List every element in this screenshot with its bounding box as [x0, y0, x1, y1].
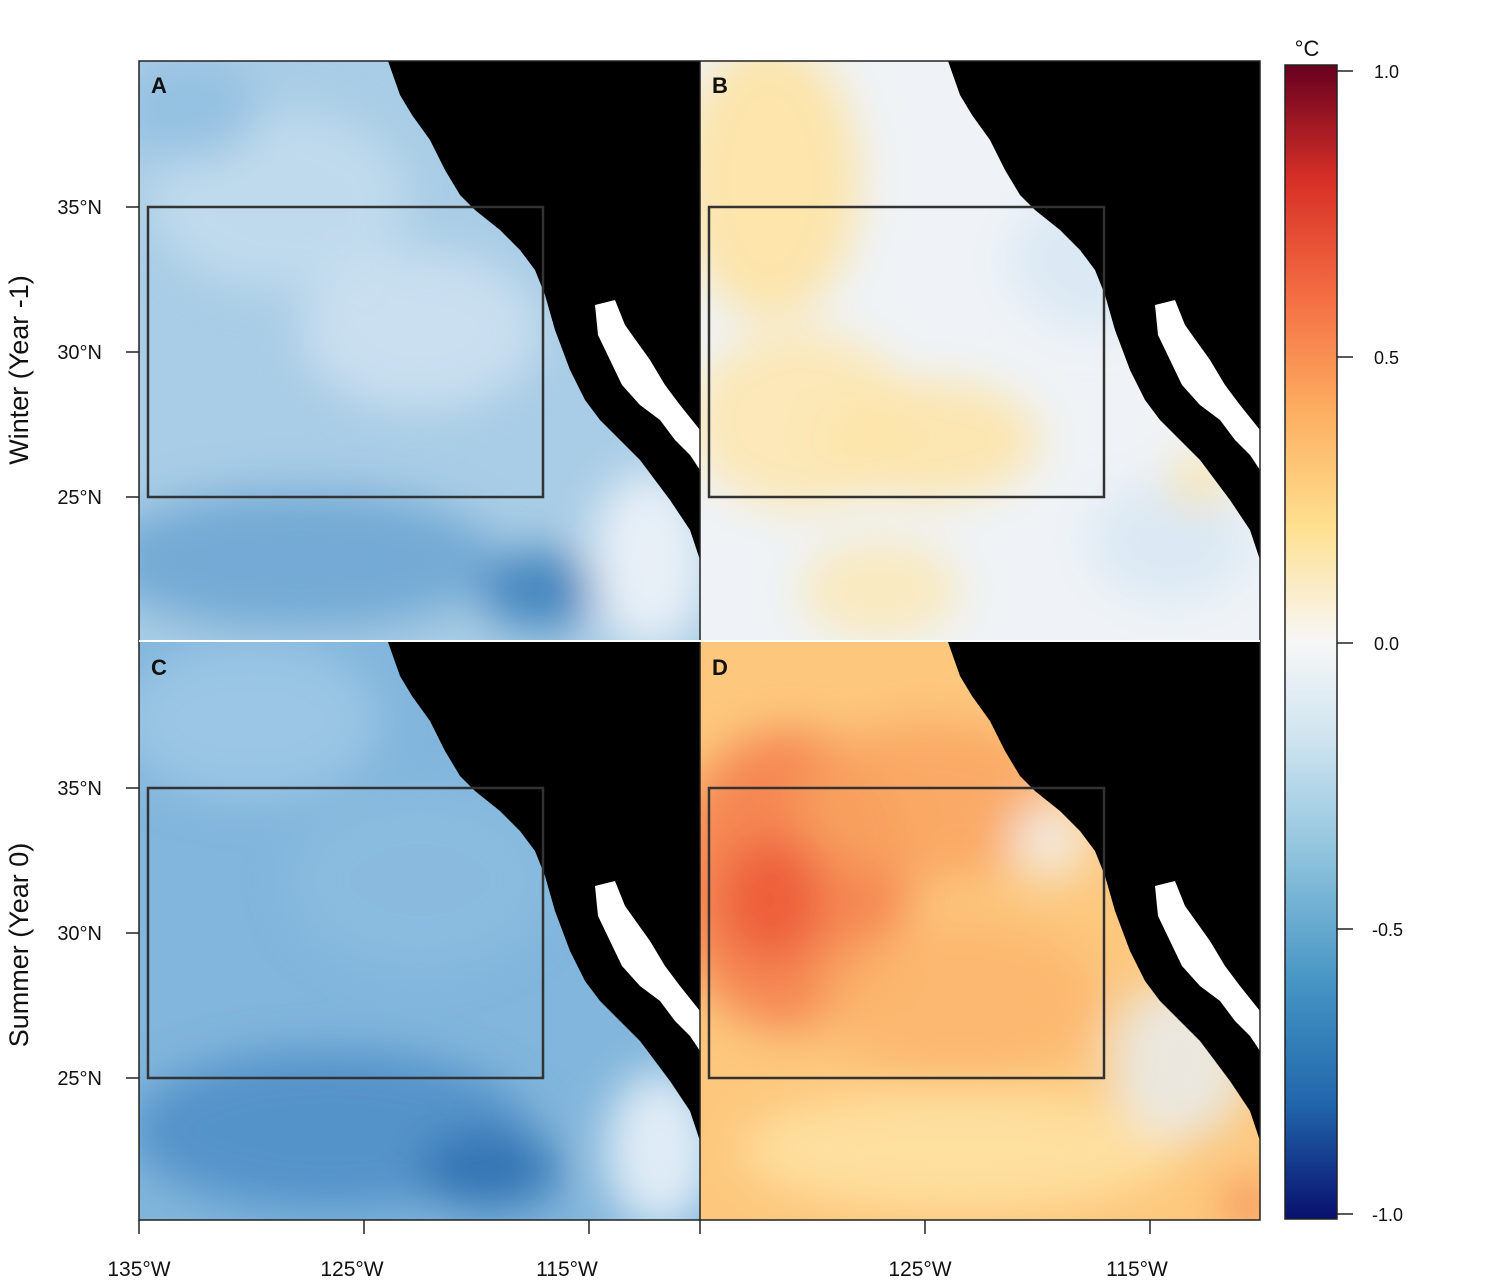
- land-mask: [388, 642, 700, 1141]
- colorbar-tick-label: 0.0: [1374, 634, 1399, 654]
- study-box-c: [146, 786, 545, 1080]
- map-panel-b: [700, 61, 1260, 640]
- baja-gulf: [1155, 300, 1260, 470]
- panel-label-c: C: [151, 655, 167, 680]
- land-mask: [948, 61, 1260, 560]
- colorbar-ramp: [1284, 64, 1338, 1220]
- study-box-d: [707, 786, 1106, 1080]
- lat-tick-label: 25°N: [57, 487, 102, 509]
- lat-axis-top: [126, 206, 139, 498]
- land-mask: [948, 642, 1260, 1141]
- study-box-b: [707, 205, 1106, 499]
- land-mask: [388, 61, 700, 560]
- colorbar-tick-label: -1.0: [1372, 1205, 1403, 1225]
- lat-tick-label: 35°N: [57, 197, 102, 219]
- baja-gulf: [1155, 881, 1260, 1051]
- map-panel-c: [139, 642, 700, 1220]
- study-box-a: [146, 205, 545, 499]
- colorbar-unit: °C: [1295, 36, 1320, 61]
- map-panel-a: [139, 61, 700, 640]
- map-panel-d: [700, 642, 1260, 1220]
- row-label-summer: Summer (Year 0): [4, 843, 34, 1048]
- lat-tick-label: 30°N: [57, 342, 102, 364]
- lat-axis-bottom: [126, 787, 139, 1079]
- panel-label-d: D: [712, 655, 728, 680]
- lat-tick-label: 35°N: [57, 778, 102, 800]
- study-box-group: [146, 205, 1106, 1080]
- colorbar: °C 1.0 0.5 0.0 -0.5 -1.0: [1284, 36, 1403, 1225]
- lon-tick-label: 135°W: [107, 1258, 170, 1281]
- row-label-winter: Winter (Year -1): [4, 275, 34, 465]
- lon-tick-label: 125°W: [320, 1258, 383, 1281]
- baja-gulf: [595, 881, 700, 1051]
- colorbar-tick-label: -0.5: [1372, 920, 1403, 940]
- lat-tick-label: 30°N: [57, 923, 102, 945]
- lon-axis: [138, 1220, 1151, 1234]
- lon-tick-label: 115°W: [1106, 1258, 1168, 1281]
- panel-label-b: B: [712, 73, 728, 98]
- lat-tick-label: 25°N: [57, 1068, 102, 1090]
- lon-tick-label: 115°W: [536, 1258, 598, 1281]
- baja-gulf: [595, 300, 700, 470]
- panel-label-a: A: [151, 73, 167, 98]
- lon-tick-label: 125°W: [888, 1258, 951, 1281]
- colorbar-tick-label: 1.0: [1374, 62, 1399, 82]
- colorbar-tick-label: 0.5: [1374, 348, 1399, 368]
